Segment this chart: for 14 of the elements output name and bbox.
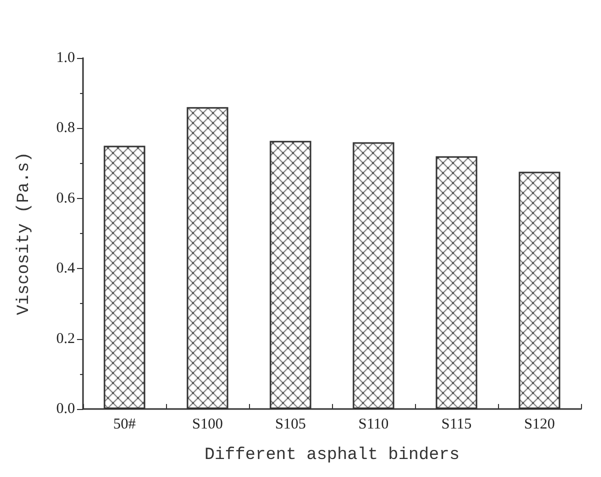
y-tick-label: 0.6 xyxy=(56,190,76,206)
x-axis-title: Different asphalt binders xyxy=(204,446,460,465)
x-tick-label: S115 xyxy=(441,416,472,432)
x-tick-label: 50# xyxy=(113,416,136,432)
y-tick-label: 0.0 xyxy=(56,401,75,417)
y-tick-label: 1.0 xyxy=(56,50,75,66)
y-tick-label: 0.2 xyxy=(56,330,75,347)
y-tick-label: 0.8 xyxy=(56,120,75,136)
x-tick-label: S100 xyxy=(192,416,223,432)
y-axis-title: Viscosity (Pa.s) xyxy=(15,152,34,316)
x-tick-label: S110 xyxy=(358,416,389,432)
x-tick-label: S120 xyxy=(524,416,555,432)
y-tick-label: 0.4 xyxy=(56,260,76,277)
x-tick-label: S105 xyxy=(275,416,306,432)
